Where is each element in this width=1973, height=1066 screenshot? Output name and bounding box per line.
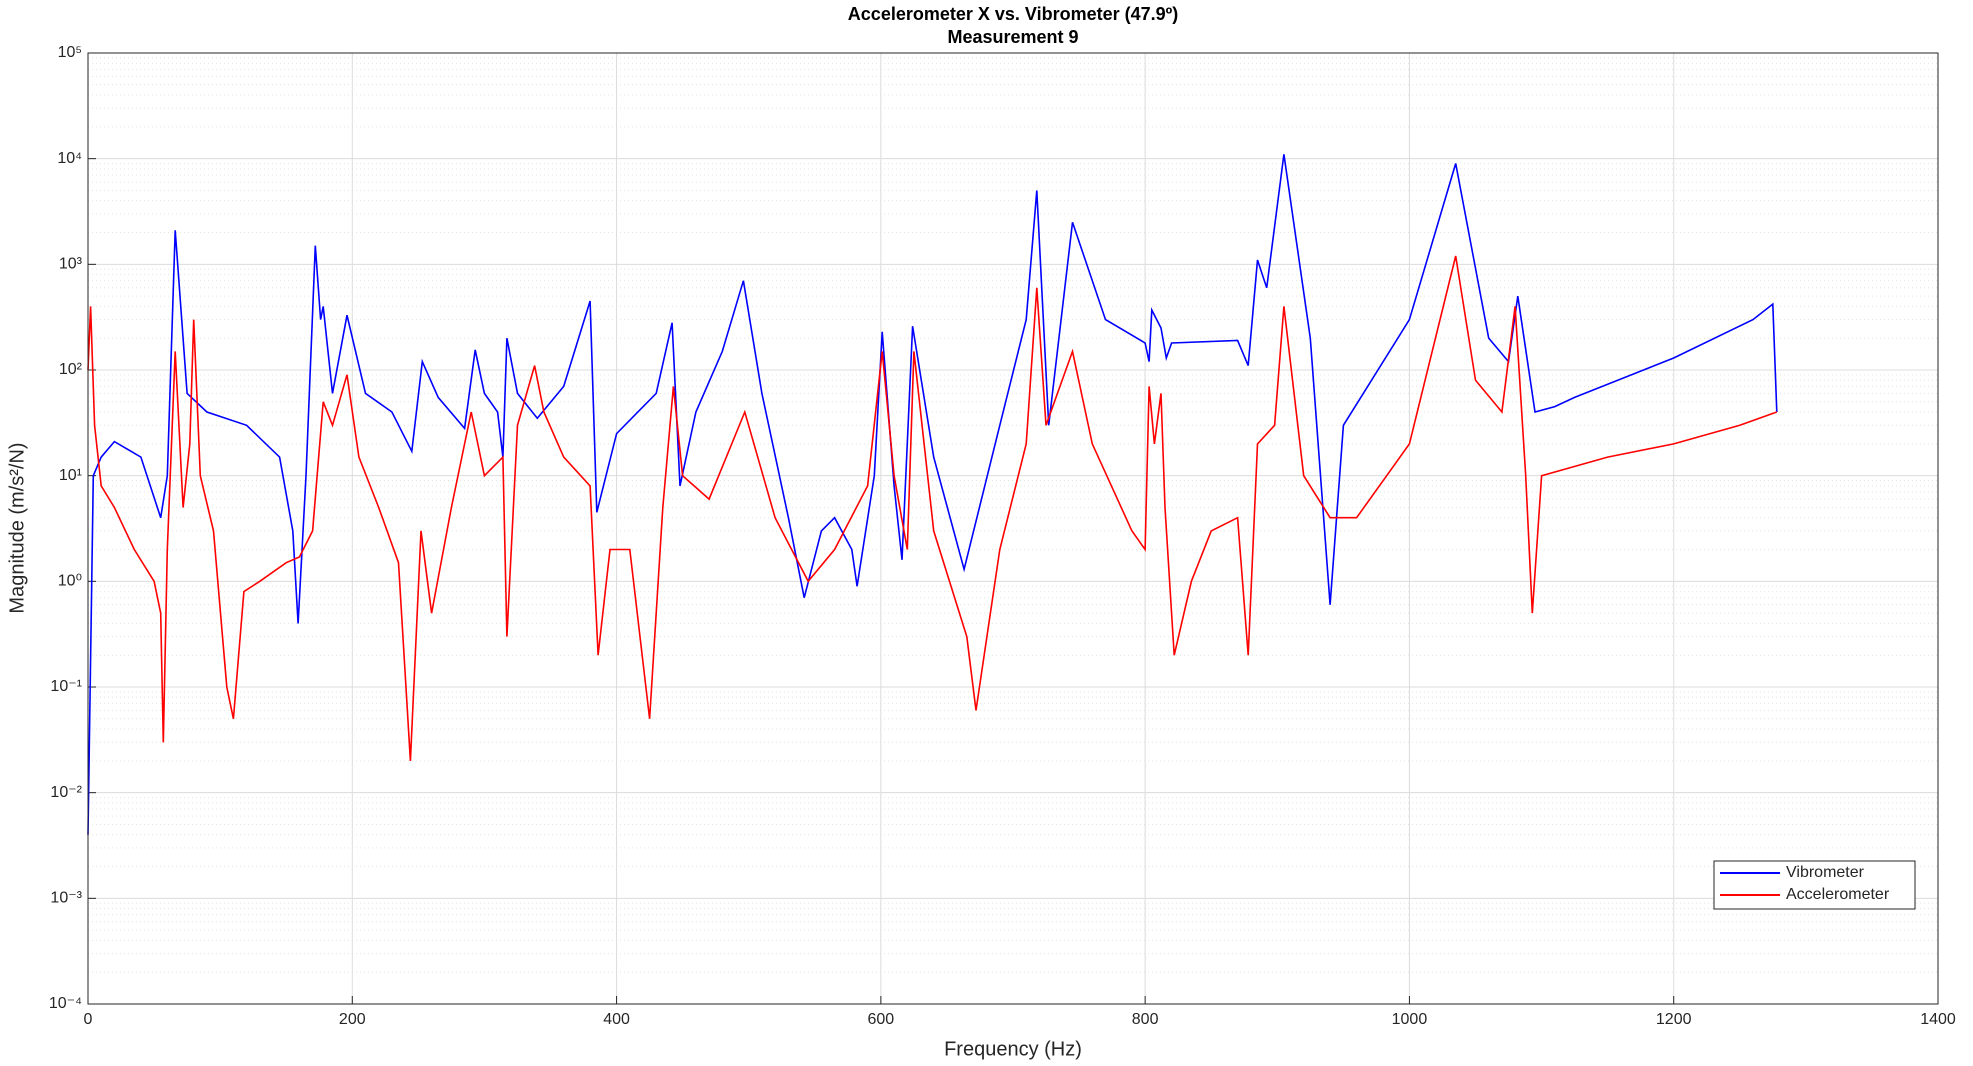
- x-tick-label: 0: [84, 1011, 93, 1028]
- y-tick-label: 10¹: [59, 467, 82, 484]
- x-tick-label: 1200: [1656, 1011, 1692, 1028]
- y-tick-label: 10²: [59, 361, 83, 378]
- y-tick-label: 10⁻⁴: [49, 995, 82, 1012]
- x-tick-label: 800: [1132, 1011, 1159, 1028]
- x-tick-label: 200: [339, 1011, 366, 1028]
- x-axis-label: Frequency (Hz): [944, 1038, 1082, 1060]
- plot-border: [87, 52, 1939, 1005]
- y-tick-label: 10⁰: [58, 573, 82, 590]
- x-tick-label: 1400: [1920, 1011, 1956, 1028]
- x-tick-label: 1000: [1392, 1011, 1428, 1028]
- y-tick-label: 10³: [59, 256, 83, 273]
- legend-label: Accelerometer: [1786, 886, 1890, 903]
- chart-subtitle: Measurement 9: [947, 27, 1078, 47]
- x-tick-label: 600: [868, 1011, 895, 1028]
- y-tick-label: 10⁻¹: [50, 678, 82, 695]
- chart-title: Accelerometer X vs. Vibrometer (47.9º): [848, 4, 1178, 24]
- y-axis-label: Magnitude (m/s²/N): [6, 442, 28, 613]
- plot-area: [88, 53, 1938, 1004]
- data-line: [87, 154, 1778, 835]
- data-line: [87, 255, 1778, 761]
- x-tick-label: 400: [603, 1011, 630, 1028]
- legend-label: Vibrometer: [1786, 864, 1865, 881]
- y-tick-label: 10⁻³: [50, 890, 82, 907]
- y-tick-label: 10⁴: [57, 150, 82, 167]
- y-tick-label: 10⁵: [58, 44, 82, 61]
- y-tick-label: 10⁻²: [50, 784, 82, 801]
- legend-box: [1713, 860, 1916, 910]
